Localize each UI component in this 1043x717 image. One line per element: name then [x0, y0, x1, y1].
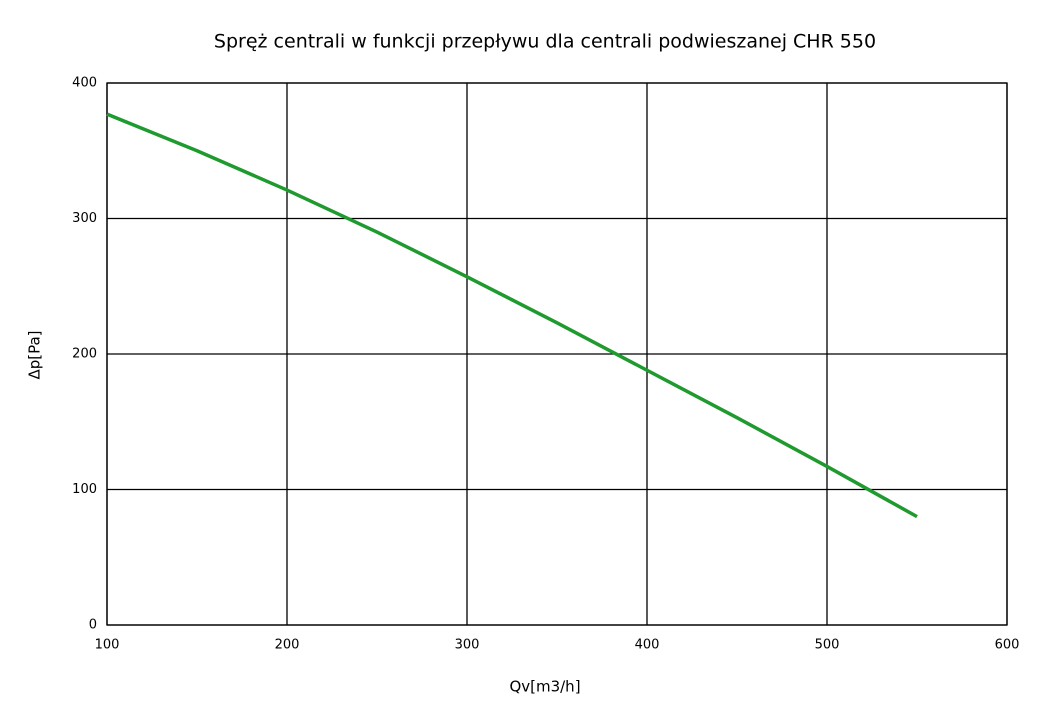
- chart-title: Spręż centrali w funkcji przepływu dla c…: [214, 31, 876, 53]
- y-axis-label: Δp[Pa]: [26, 330, 44, 379]
- y-tick-label: 0: [89, 618, 97, 633]
- plot-frame: [106, 82, 1008, 626]
- y-tick-label: 400: [72, 76, 97, 91]
- x-tick-label: 400: [635, 638, 660, 653]
- y-tick-label: 200: [72, 347, 97, 362]
- y-tick-label: 100: [72, 482, 97, 497]
- x-tick-label: 600: [995, 638, 1020, 653]
- x-axis-label: Qv[m3/h]: [509, 678, 580, 696]
- x-tick-label: 100: [95, 638, 120, 653]
- x-tick-label: 200: [275, 638, 300, 653]
- y-tick-label: 300: [72, 211, 97, 226]
- x-tick-label: 300: [455, 638, 480, 653]
- x-tick-label: 500: [815, 638, 840, 653]
- data-line: [106, 112, 918, 519]
